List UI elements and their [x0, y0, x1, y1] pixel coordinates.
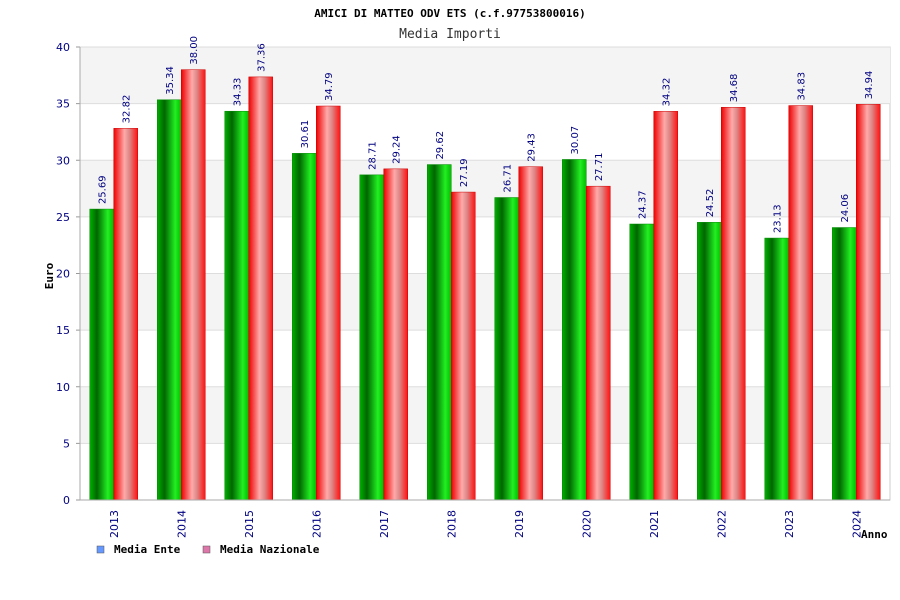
bar-media-ente	[427, 164, 452, 501]
value-labels: 25.69 32.82 35.34 38.00 34.33 37.36 30.61 34.79…	[98, 36, 876, 233]
grid-band	[80, 160, 890, 217]
bar-media-nazionale	[856, 104, 881, 501]
bar-value-label: 24.52	[705, 189, 716, 218]
grid-band	[80, 273, 890, 331]
bar-media-nazionale	[181, 69, 206, 501]
y-tick-label: 15	[56, 324, 70, 337]
bar-value-label: 24.37	[638, 190, 649, 219]
x-tick-label: 2017	[378, 510, 391, 538]
x-tick-label: 2020	[580, 510, 593, 538]
bar-media-ente	[562, 159, 587, 501]
x-tick-label: 2016	[310, 510, 323, 538]
x-tick-label: 2021	[648, 510, 661, 538]
bar-media-nazionale	[518, 166, 543, 501]
bar-value-label: 34.68	[729, 74, 740, 103]
x-tick-label: 2022	[715, 510, 728, 538]
bar-value-label: 38.00	[189, 36, 200, 65]
bar-media-ente	[832, 227, 857, 501]
bar-media-ente	[764, 237, 789, 501]
legend-swatch	[96, 545, 105, 554]
legend: Media Ente Media Nazionale	[96, 543, 320, 556]
grid-band	[80, 386, 890, 444]
legend-label: Media Ente	[114, 543, 181, 556]
legend-swatch	[202, 545, 211, 554]
bar-media-ente	[157, 99, 182, 501]
bar-media-ente	[224, 110, 249, 501]
bar-value-label: 23.13	[773, 204, 784, 233]
bar-value-label: 29.24	[392, 135, 403, 164]
bar-value-label: 27.19	[459, 158, 470, 187]
bars	[89, 69, 881, 501]
bar-value-label: 27.71	[594, 153, 605, 182]
bar-value-label: 24.06	[840, 194, 851, 223]
bar-media-ente	[629, 223, 654, 501]
bar-value-label: 34.79	[324, 72, 335, 101]
bar-value-label: 29.43	[527, 133, 538, 162]
x-tick-label: 2018	[445, 510, 458, 538]
bar-value-label: 37.36	[257, 43, 268, 72]
bar-value-label: 29.62	[435, 131, 446, 160]
y-tick-label: 30	[56, 154, 70, 167]
bar-media-nazionale	[721, 106, 746, 501]
y-axis-ticks: 0 5 10 15 20 25 30 35 40	[56, 41, 890, 507]
bar-value-label: 30.07	[570, 126, 581, 155]
x-tick-label: 2024	[850, 510, 863, 538]
bar-value-label: 35.34	[165, 66, 176, 95]
chart-title: AMICI DI MATTEO ODV ETS (c.f.97753800016…	[314, 7, 586, 20]
bar-media-nazionale	[788, 105, 813, 501]
y-tick-label: 5	[63, 437, 70, 450]
bar-value-label: 34.94	[864, 71, 875, 100]
y-tick-label: 10	[56, 381, 70, 394]
bar-value-label: 34.32	[662, 78, 673, 107]
bar-media-ente	[359, 174, 384, 501]
bar-media-nazionale	[383, 168, 408, 501]
bar-media-ente	[89, 208, 114, 501]
bar-value-label: 26.71	[503, 164, 514, 193]
bar-value-label: 28.71	[368, 141, 379, 170]
x-tick-label: 2023	[783, 510, 796, 538]
bar-value-label: 32.82	[122, 95, 133, 124]
bar-media-ente	[697, 222, 722, 501]
bar-media-ente	[292, 153, 317, 501]
chart-subtitle: Media Importi	[399, 27, 501, 42]
bar-media-ente	[494, 197, 519, 501]
bar-media-nazionale	[248, 76, 273, 501]
bar-media-nazionale	[451, 191, 476, 501]
x-tick-label: 2014	[175, 510, 188, 538]
x-axis-ticks: 2013 2014 2015 2016 2017 2018 2019 2020 2021 2022…	[108, 510, 864, 538]
x-tick-label: 2015	[243, 510, 256, 538]
bar-media-nazionale	[653, 111, 678, 501]
bar-value-label: 25.69	[98, 175, 109, 204]
y-axis-label: Euro	[43, 262, 56, 289]
y-tick-label: 40	[56, 41, 70, 54]
bar-media-nazionale	[113, 128, 138, 501]
y-tick-label: 20	[56, 268, 70, 281]
bar-media-nazionale	[586, 185, 611, 501]
grid-band	[80, 47, 890, 104]
x-tick-label: 2019	[513, 510, 526, 538]
legend-label: Media Nazionale	[220, 543, 320, 556]
x-tick-label: 2013	[108, 510, 121, 538]
bar-media-nazionale	[316, 105, 341, 501]
bar-value-label: 34.33	[233, 78, 244, 107]
y-tick-label: 0	[63, 494, 70, 507]
y-tick-label: 35	[56, 98, 70, 111]
y-tick-label: 25	[56, 211, 70, 224]
bar-value-label: 30.61	[300, 120, 311, 149]
x-axis-label: Anno	[861, 528, 888, 541]
bar-value-label: 34.83	[797, 72, 808, 101]
